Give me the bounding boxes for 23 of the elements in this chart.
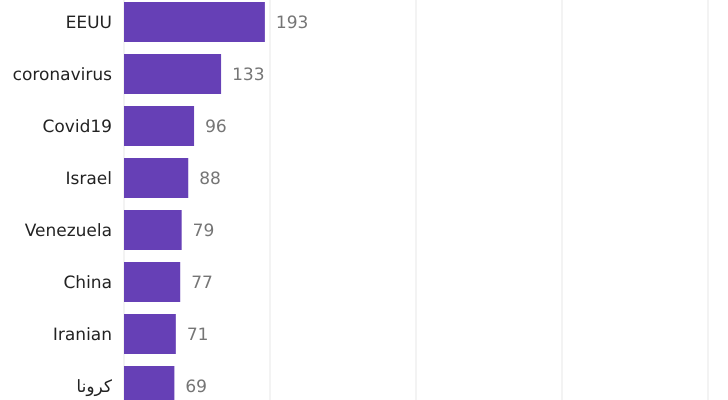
data-label: 79: [192, 221, 214, 241]
bar: [124, 54, 222, 94]
y-tick-label: EEUU: [66, 13, 112, 33]
bar: [124, 106, 194, 146]
data-label: 71: [186, 325, 208, 345]
y-tick-label: coronavirus: [12, 65, 112, 85]
data-label: 193: [276, 13, 308, 33]
y-tick-label: كرونا: [76, 377, 113, 397]
bar: [124, 2, 265, 42]
y-tick-label: Israel: [66, 169, 112, 189]
bar: [124, 210, 182, 250]
data-label: 96: [205, 117, 227, 137]
bar: [124, 262, 180, 302]
bar: [124, 158, 188, 198]
data-label: 77: [191, 273, 213, 293]
data-label: 133: [232, 65, 265, 85]
data-label: 69: [185, 377, 208, 397]
y-tick-label: Covid19: [42, 117, 112, 137]
bar: [124, 314, 176, 354]
y-tick-label: China: [63, 273, 112, 293]
y-tick-label: Venezuela: [24, 221, 112, 241]
y-tick-label: Iranian: [52, 325, 112, 345]
data-label: 88: [199, 169, 221, 189]
